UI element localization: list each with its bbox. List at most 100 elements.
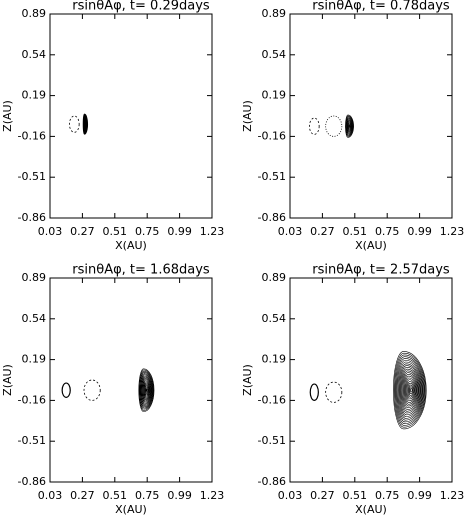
x-tick-label: 0.51 [103, 489, 128, 502]
x-tick-label: 0.75 [375, 225, 400, 238]
y-tick-label: -0.16 [258, 393, 286, 406]
contour [393, 352, 426, 428]
x-tick-label: 1.23 [440, 225, 465, 238]
x-tick-label: 0.51 [103, 225, 128, 238]
y-tick-label: -0.86 [18, 475, 46, 488]
plot-frame [49, 277, 213, 483]
contour [409, 386, 414, 395]
y-tick-label: 0.19 [22, 89, 47, 102]
contour [396, 358, 424, 423]
x-tick-label: 0.99 [167, 489, 192, 502]
contour [407, 382, 415, 398]
contour [399, 365, 422, 416]
x-tick-label: 1.23 [200, 489, 225, 502]
plot-frame [49, 13, 213, 219]
contour [139, 372, 154, 409]
y-tick-label: 0.89 [262, 271, 287, 284]
x-axis-label: X(AU) [115, 239, 147, 252]
x-tick-label: 0.03 [38, 225, 63, 238]
contour [393, 351, 427, 430]
y-axis-label: Z(AU) [241, 100, 254, 132]
contour [403, 374, 418, 407]
contour [400, 366, 421, 414]
x-tick-label: 1.23 [200, 225, 225, 238]
contour [143, 381, 151, 399]
x-tick-label: 0.51 [343, 489, 368, 502]
contour [410, 388, 413, 393]
contour [345, 116, 354, 136]
contour [398, 363, 422, 417]
contour [145, 386, 149, 395]
x-tick-label: 0.51 [343, 225, 368, 238]
contour [401, 368, 420, 412]
y-axis-label: Z(AU) [1, 100, 14, 132]
x-tick-label: 0.99 [407, 225, 432, 238]
y-tick-label: 0.89 [22, 7, 47, 20]
panel-title: rsinθAφ, t= 1.68days [72, 263, 210, 278]
panel: rsinθAφ, t= 1.68days 0.03 0.27 0.51 0.75 0.99… [1, 263, 224, 517]
contour [145, 387, 149, 393]
x-tick-label: 0.27 [70, 489, 95, 502]
contour [146, 388, 148, 392]
contour [143, 380, 151, 401]
panel: rsinθAφ, t= 0.78days 0.03 0.27 0.51 0.75 0.99… [241, 0, 464, 252]
contour [346, 118, 353, 134]
y-axis-label: Z(AU) [241, 364, 254, 396]
x-tick-label: 0.75 [135, 225, 160, 238]
y-tick-label: -0.51 [18, 170, 46, 183]
y-tick-label: -0.16 [18, 129, 46, 142]
contour [348, 123, 352, 130]
contour [397, 359, 424, 421]
x-tick-label: 0.75 [375, 489, 400, 502]
contour [404, 375, 418, 405]
y-tick-label: 0.89 [262, 7, 287, 20]
x-tick-label: 0.03 [278, 225, 303, 238]
y-axis-label: Z(AU) [1, 364, 14, 396]
contour [394, 354, 426, 426]
y-tick-label: 0.19 [22, 353, 47, 366]
x-tick-label: 0.99 [407, 489, 432, 502]
y-tick-label: -0.86 [258, 475, 286, 488]
contour [407, 381, 416, 400]
y-tick-label: -0.51 [258, 434, 286, 447]
contour [309, 117, 320, 135]
contour [138, 369, 154, 411]
contour [61, 382, 71, 398]
y-tick-label: 0.89 [22, 271, 47, 284]
y-tick-label: 0.54 [262, 48, 287, 61]
y-tick-label: -0.16 [258, 129, 286, 142]
y-tick-label: 0.54 [262, 312, 287, 325]
contour [405, 377, 417, 403]
x-axis-label: X(AU) [355, 503, 387, 516]
panel: rsinθAφ, t= 2.57days 0.03 0.27 0.51 0.75 0.99… [241, 263, 464, 517]
x-tick-label: 1.23 [440, 489, 465, 502]
plot-frame [289, 13, 453, 219]
x-axis-label: X(AU) [115, 503, 147, 516]
contour [402, 370, 420, 410]
contour [141, 375, 153, 405]
contour [145, 385, 149, 396]
y-tick-label: -0.86 [18, 211, 46, 224]
x-tick-label: 0.99 [167, 225, 192, 238]
contour [349, 124, 351, 128]
contour [395, 356, 425, 424]
contour [398, 361, 423, 419]
y-tick-label: 0.54 [22, 312, 47, 325]
contour [408, 384, 414, 396]
contour [140, 373, 153, 408]
contour [141, 376, 152, 404]
contour [83, 379, 101, 401]
panel: rsinθAφ, t= 0.29days 0.03 0.27 0.51 0.75 0.99… [1, 0, 224, 252]
y-tick-label: 0.19 [262, 353, 287, 366]
y-tick-label: 0.19 [262, 89, 287, 102]
x-tick-label: 0.03 [38, 489, 63, 502]
contour [402, 372, 419, 409]
x-tick-label: 0.75 [135, 489, 160, 502]
panel-title: rsinθAφ, t= 2.57days [312, 263, 450, 278]
x-tick-label: 0.27 [310, 489, 335, 502]
y-tick-label: -0.86 [258, 211, 286, 224]
x-axis-label: X(AU) [355, 239, 387, 252]
contour [142, 377, 152, 403]
y-tick-label: -0.51 [18, 434, 46, 447]
